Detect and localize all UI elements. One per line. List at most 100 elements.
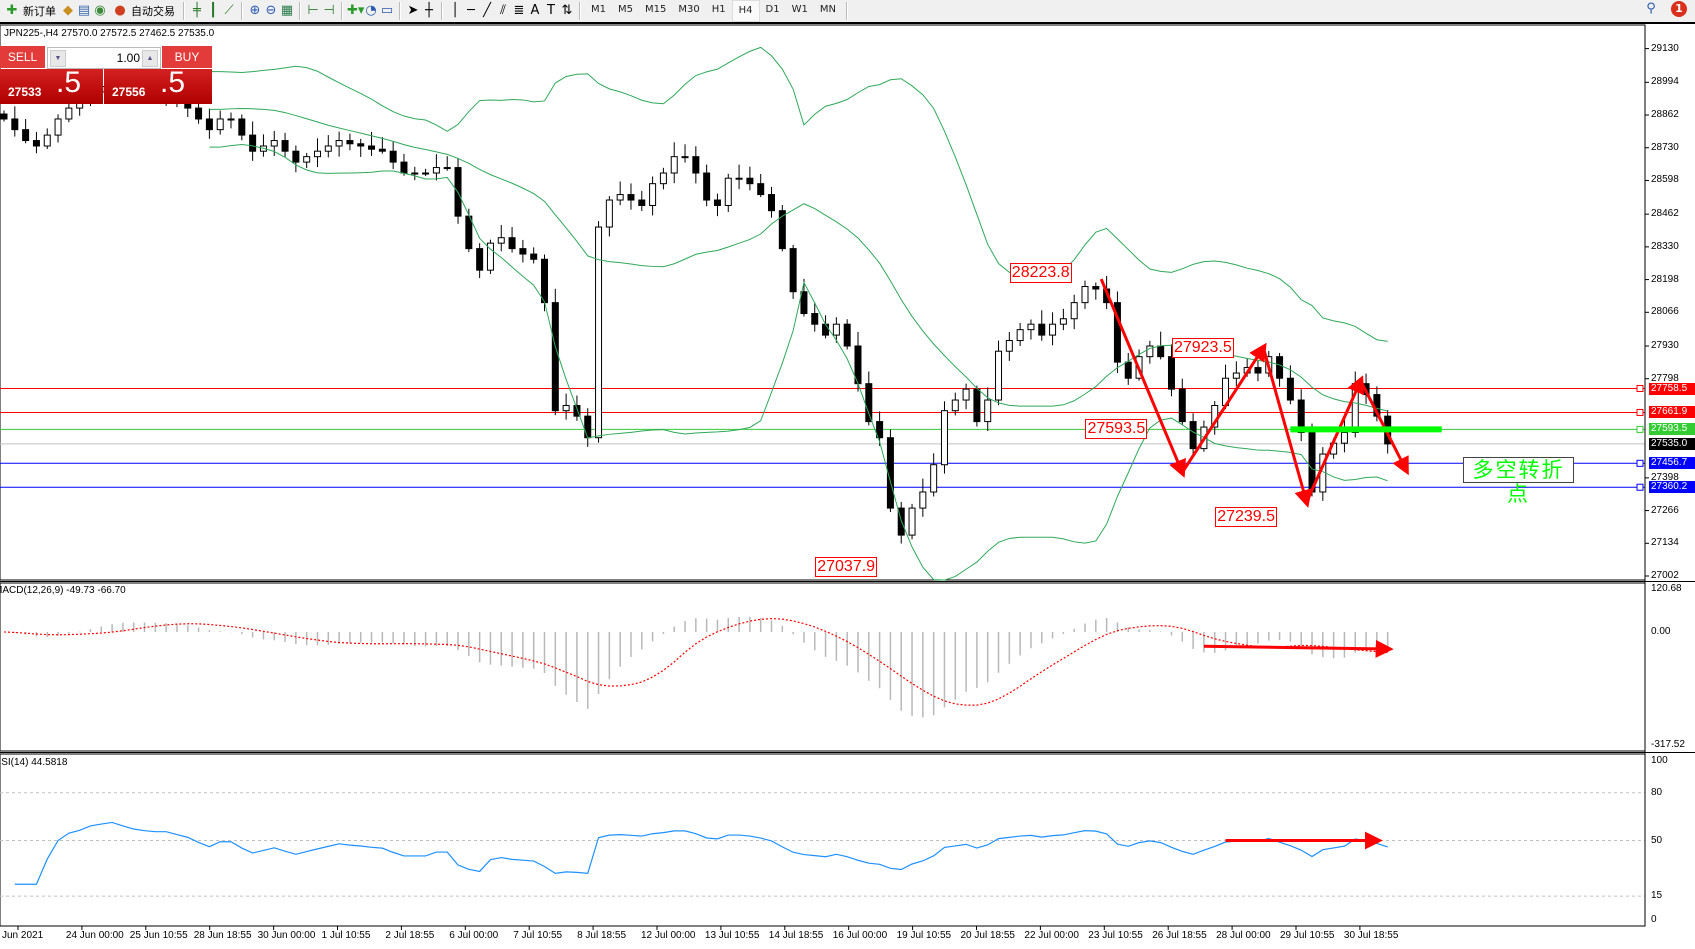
bear-candle: [0, 113, 8, 120]
candle-chart-icon[interactable]: ┃: [209, 3, 217, 18]
time-label: 7 Jul 10:55: [513, 930, 563, 941]
timeframe-h1[interactable]: H1: [711, 4, 726, 15]
history-icon[interactable]: ▤: [77, 3, 91, 18]
separator: [845, 2, 848, 20]
bear-candle: [713, 199, 721, 206]
indicators-icon[interactable]: ✚▾: [347, 3, 365, 18]
sell-button[interactable]: SELL: [0, 46, 45, 68]
lot-decrease-icon[interactable]: ▼: [50, 50, 66, 67]
cursor-icon[interactable]: ➤: [407, 3, 419, 18]
bear-candle: [973, 388, 981, 423]
zigzag-arrow: [1261, 347, 1313, 508]
channel-icon[interactable]: ⫽: [500, 3, 506, 18]
auto-trading-button[interactable]: ● 自动交易: [108, 1, 179, 21]
bear-candle: [400, 161, 408, 174]
bear-candle: [573, 404, 581, 417]
price-tick-label: 27398: [1651, 471, 1679, 483]
price-tag: 27593.5: [1649, 423, 1695, 436]
trendline-icon[interactable]: ╱: [483, 3, 491, 18]
timeframe-m5[interactable]: M5: [618, 4, 633, 15]
bar-chart-icon[interactable]: ╪: [193, 3, 201, 18]
macd-tick-label: 120.68: [1651, 583, 1682, 594]
bull-candle: [908, 507, 916, 536]
bear-candle: [281, 140, 289, 152]
time-label: 26 Jul 18:55: [1152, 930, 1207, 941]
clock-icon[interactable]: ◔: [365, 3, 377, 18]
line-chart-icon[interactable]: ⟋: [224, 3, 234, 18]
bull-candle: [497, 237, 505, 244]
template-icon[interactable]: ▭: [380, 3, 394, 18]
separator: [183, 2, 185, 20]
bear-candle: [768, 194, 776, 212]
bear-candle: [1167, 356, 1175, 390]
buy-button[interactable]: BUY: [162, 46, 212, 68]
crosshair-icon[interactable]: ┼: [425, 3, 433, 18]
time-label: 29 Jul 10:55: [1280, 930, 1335, 941]
fibonacci-icon[interactable]: ≣: [513, 3, 525, 18]
notification-icon[interactable]: 1: [1671, 1, 1687, 17]
arrow-icon[interactable]: ⇅: [561, 3, 573, 18]
bull-candle: [940, 410, 948, 466]
bollinger-middle: [209, 108, 1388, 412]
autoscroll-icon[interactable]: ⊢: [307, 3, 319, 18]
price-tick-label: 28730: [1651, 141, 1679, 153]
timeframe-m15[interactable]: M15: [645, 4, 667, 15]
bear-candle: [800, 291, 808, 315]
new-order-button[interactable]: ✚ 新订单: [0, 1, 60, 21]
zigzag-arrow: [1305, 375, 1364, 503]
price-tag: 27535.0: [1649, 437, 1695, 450]
lot-increase-icon[interactable]: ▲: [142, 50, 158, 67]
vertical-line-icon[interactable]: │: [451, 3, 459, 18]
bull-candle: [1027, 323, 1035, 331]
timeframe-w1[interactable]: W1: [791, 4, 808, 15]
gold-icon[interactable]: ◆: [63, 3, 73, 18]
bull-candle: [1081, 286, 1089, 304]
bear-candle: [1113, 302, 1121, 363]
time-label: 6 Jul 00:00: [449, 930, 499, 941]
lot-size-input[interactable]: ▼ 1.00 ▲: [47, 47, 161, 69]
tile-icon[interactable]: ▦: [280, 3, 294, 18]
price-tick-label: 29130: [1651, 42, 1679, 54]
timeframe-d1[interactable]: D1: [765, 4, 780, 15]
rsi-tick-label: 0: [1651, 914, 1657, 925]
price-tick-label: 27930: [1651, 340, 1679, 351]
text-icon[interactable]: A: [530, 3, 540, 18]
bull-candle: [605, 199, 613, 228]
rsi-tick-label: 100: [1651, 755, 1668, 766]
horizontal-line-icon[interactable]: ─: [467, 3, 475, 18]
timeframe-h4[interactable]: H4: [731, 0, 760, 22]
separator: [299, 2, 301, 20]
bull-candle: [443, 167, 451, 170]
time-label: 8 Jul 18:55: [577, 930, 627, 941]
macd-tick-label: 0.00: [1651, 625, 1671, 637]
zoom-out-icon[interactable]: ⊖: [265, 3, 277, 18]
bull-candle: [670, 156, 678, 174]
price-annotation: 27037.9: [815, 557, 878, 578]
chart-shift-icon[interactable]: ⊣: [323, 3, 335, 18]
bull-candle: [649, 183, 657, 206]
timeframe-m1[interactable]: M1: [591, 4, 606, 15]
zoom-in-icon[interactable]: ⊕: [249, 3, 261, 18]
label-icon[interactable]: T: [547, 3, 555, 18]
signal-icon[interactable]: ◉: [94, 3, 106, 18]
bear-candle: [811, 313, 819, 325]
timeframe-mn[interactable]: MN: [819, 4, 836, 15]
lot-value: 1.00: [116, 51, 140, 65]
bull-candle: [724, 177, 732, 206]
bull-candle: [54, 118, 62, 136]
bull-candle: [303, 156, 311, 163]
bid-price-button[interactable]: 27533 .5: [0, 66, 103, 104]
time-label: 28 Jul 00:00: [1216, 930, 1271, 941]
macd-tick-label: -317.52: [1651, 739, 1685, 750]
time-label: 1 Jul 10:55: [321, 930, 371, 941]
search-icon[interactable]: ⚲: [1646, 1, 1656, 16]
bear-candle: [1178, 388, 1186, 423]
timeframe-m30[interactable]: M30: [678, 4, 700, 15]
pivot-label[interactable]: 多空转折点: [1463, 457, 1574, 506]
bull-candle: [1049, 323, 1057, 336]
bear-candle: [238, 118, 246, 136]
ask-price-button[interactable]: 27556 .5: [104, 66, 212, 104]
bear-candle: [378, 148, 386, 152]
bull-candle: [995, 350, 1003, 401]
